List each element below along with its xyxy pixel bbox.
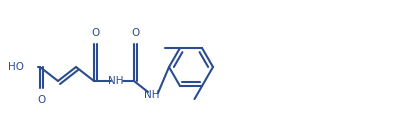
Text: NH: NH bbox=[108, 76, 124, 86]
Text: NH: NH bbox=[144, 90, 160, 100]
Text: O: O bbox=[91, 28, 99, 38]
Text: O: O bbox=[37, 95, 46, 105]
Text: HO: HO bbox=[8, 62, 24, 72]
Text: O: O bbox=[132, 28, 140, 38]
